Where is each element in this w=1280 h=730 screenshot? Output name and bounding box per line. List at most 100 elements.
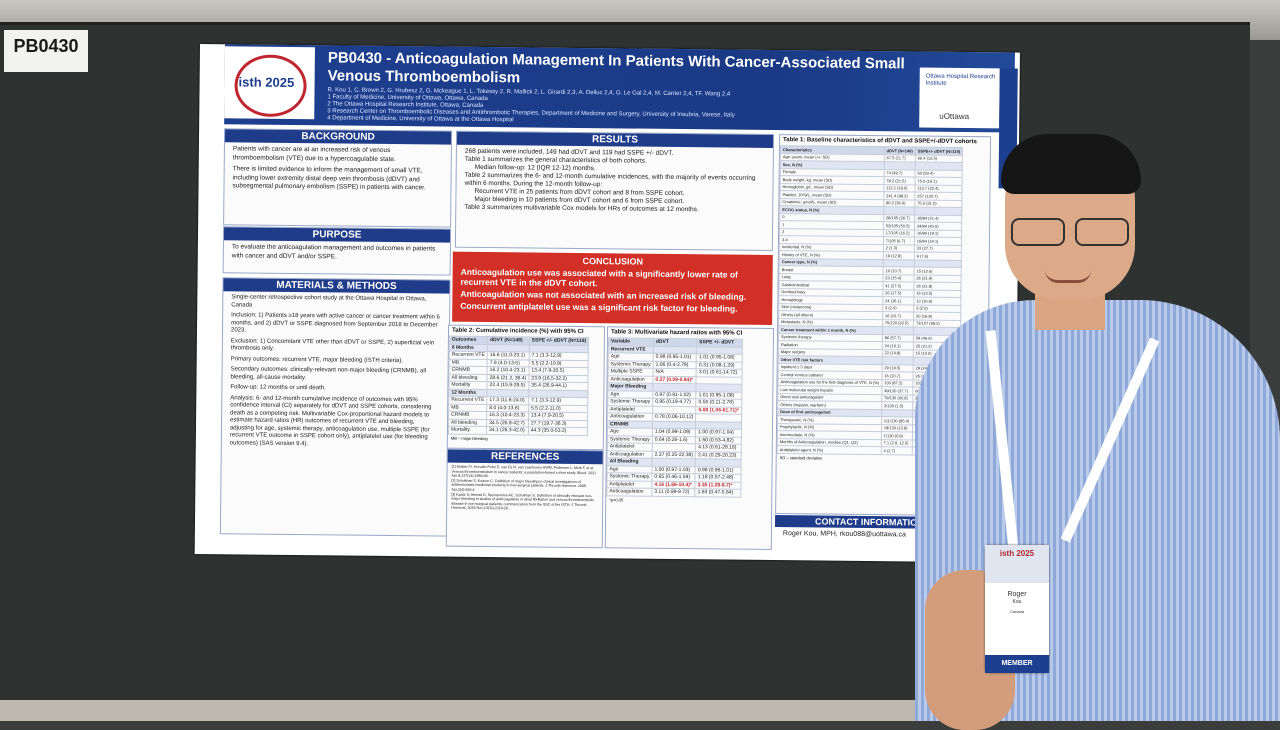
board-id-label: PB0430 (4, 30, 88, 72)
table-cell: Anticoagulation (606, 487, 652, 496)
methods-item: Single-center retrospective cohort study… (231, 294, 427, 309)
table-cell: 0.95 (0.19-4.77) (652, 398, 697, 407)
table-cell: 4.16 (1.66-10.4)* (651, 480, 696, 489)
table-cell: 1.01 (0.95-1.08) (696, 391, 742, 400)
table-cell: 0.97 (0.91-1.02) (652, 390, 697, 399)
name-badge: isth 2025 Roger Kou Canada MEMBER (985, 545, 1049, 673)
background-item: There is limited evidence to inform the … (232, 165, 426, 192)
table-cell: Antiplatelet (606, 480, 652, 489)
table-cell: 1.00 (0.97-1.03) (651, 465, 696, 474)
methods-item: Inclusion: 1) Patients ≥18 years with ac… (230, 312, 440, 334)
table-cell: Anticoagulation (607, 450, 653, 459)
conclusion-item: Anticoagulation use was associated with … (460, 266, 738, 289)
table-cell: Systemic Therapy (608, 360, 654, 369)
table-cell: 1.04 (0.99-1.09) (652, 428, 696, 437)
glasses-icon (1007, 218, 1137, 246)
logo-text: isth 2025 (238, 74, 295, 90)
table-cell: 16.3 (10.4-23.3) (486, 411, 529, 420)
table-cell: 1.01 (0.95-1.08) (696, 353, 742, 362)
purpose-text: To evaluate the anticoagulation manageme… (231, 243, 436, 260)
table3-title: Table 3: Multivariate hazard ratios with… (610, 329, 743, 337)
methods-section: MATERIALS & METHODS Single-center retros… (219, 277, 451, 537)
table-cell: 16.6 (11.0-23.1) (487, 351, 530, 360)
table-cell: 0.64 (0.26-1.6) (652, 435, 696, 444)
table-cell: 34.1 (26.3-42.0) (486, 426, 529, 435)
table-cell: 0.78 (0.06-10.12) (652, 413, 696, 422)
methods-item: Primary outcomes: recurrent VTE, major b… (230, 355, 404, 364)
conclusion-heading: CONCLUSION (582, 256, 644, 267)
table-cell: All bleeding (448, 373, 488, 382)
table-cell: Anticoagulation (607, 375, 653, 384)
table-cell: Recurrent VTE (608, 345, 654, 354)
table-cell: 5.08 (1.06-61.71)* (695, 406, 742, 415)
table-cell: 1.60 (0.53-4.82) (695, 436, 742, 445)
table-cell: 12 Months (448, 388, 487, 397)
table-cell: CRNMB (448, 411, 487, 420)
table-header-cell: dDVT (N=149) (487, 336, 530, 345)
table-cell: Mortality (448, 381, 488, 390)
presenter-hair (1001, 134, 1141, 194)
table-cell: All Bleeding (607, 457, 653, 466)
table-cell: 1.06 (0.4-2.79) (653, 360, 697, 369)
table2: Outcomes dDVT (N=149) SSPE +/- dDVT (N=119… (448, 336, 589, 436)
table-cell: 7.9 (4.0-13.5) (487, 359, 529, 367)
badge-country: Canada (1009, 609, 1024, 614)
table-cell: CRNMB (449, 366, 488, 375)
methods-item: Follow-up: 12 months or until death. (230, 384, 326, 392)
table-cell: Recurrent VTE (449, 351, 488, 360)
table-row: Anticoagulation 3.11 (0.99-9.72) 1.63 (0.4… (606, 487, 741, 497)
table-cell: 2.37 (0.25-22.38) (652, 450, 696, 459)
table-cell: Antiplatelet agent, N (%) (777, 445, 882, 455)
table-cell: Systemic Therapy (606, 472, 652, 481)
table2-footnote: MB – major bleeding (450, 435, 488, 441)
table-cell: 28.6 (21.2, 36.4) (487, 374, 529, 382)
table-cell: 34.5 (26.8-42.7) (486, 419, 529, 427)
table-cell: 1.18 (0.57-2.48) (695, 473, 741, 482)
reference-item: [3] Kaatz S, Ahmad D, Spyropoulos AC, Sc… (451, 492, 595, 511)
reference-item: [1] Mulder FI, Horváth-Puhó E, van Es N,… (451, 464, 597, 479)
table-cell: 0.98 (0.96-1.01) (695, 466, 741, 475)
table-cell: 0.98 (0.95-1.01) (653, 353, 697, 362)
table-cell: Systemic Therapy (607, 435, 653, 444)
background-section: BACKGROUND Patients with cancer are at a… (223, 128, 453, 228)
table-row: Mortality 34.1 (26.3-42.0) 44.3 (35.0-53.2… (448, 426, 588, 436)
results-section: RESULTS 268 patients were included, 149 … (454, 130, 775, 252)
presenter-smile (1045, 270, 1091, 283)
poster-title: PB0430 - Anticoagulation Management In P… (327, 49, 905, 87)
table-cell: 3.35 (1.29-8.7)* (695, 481, 741, 490)
badge-first-name: Roger (1007, 591, 1027, 598)
table-cell: 6 Months (449, 343, 488, 352)
table-header-cell: Outcomes (449, 336, 488, 345)
table2-section: Table 2: Cumulative incidence (%) with 9… (446, 324, 606, 451)
table-cell: 44.3 (35.0-53.2) (528, 426, 588, 436)
table-header-cell: SSPE +/- dDVT (696, 338, 743, 347)
table3: Variable dDVT SSPE +/- dDVT Recurrent VTE Ag… (606, 337, 743, 497)
table-cell: 1.00 (0.97-1.04) (695, 428, 742, 437)
badge-surname: Kou (1012, 599, 1022, 605)
references-section: REFERENCES [1] Mulder FI, Horváth-Puhó E… (445, 448, 604, 549)
table3-section: Table 3: Multivariate hazard ratios with… (604, 326, 775, 551)
table-cell: 2.41 (0.29-20.23) (695, 451, 741, 460)
table-cell: 0.31 (0.08-1.29) (696, 361, 742, 370)
poster-authors: R. Kou 1, C. Brown 2, G. Hrubesz 2, G. M… (327, 87, 927, 128)
lens-left (1011, 218, 1065, 246)
conclusion-section: CONCLUSION Anticoagulation use was assoc… (452, 251, 773, 326)
methods-item: Analysis: 6- and 12-month cumulative inc… (229, 394, 432, 447)
methods-item: Exclusion: 1) Concomitant VTE other than… (230, 337, 435, 352)
table-cell: All bleeding (448, 418, 487, 427)
conclusion-item: Concurrent antiplatelet use was a signif… (460, 300, 738, 314)
table-cell: 0.27 (0.09-0.84)* (652, 375, 697, 384)
table-cell: Major Bleeding (607, 382, 653, 391)
table-cell: 1.63 (0.47-5.64) (695, 488, 741, 497)
table-cell: Antiplatelet (607, 442, 653, 451)
table-cell: Antiplatelet (607, 405, 653, 414)
lens-right (1075, 218, 1129, 246)
presenter: isth 2025 Roger Kou Canada MEMBER (915, 130, 1280, 730)
table-cell: Multiple SSPE (608, 367, 654, 376)
methods-item: Secondary outcomes: clinically-relevant … (230, 366, 427, 381)
table-cell: 17.3 (11.6-24.0) (486, 396, 529, 405)
institution-logos: Ottawa Hospital Research Institute uOtta… (919, 67, 1000, 129)
reference-item: [2] Schulman S, Kearon C. Definition of … (451, 478, 586, 492)
badge-event: isth 2025 (985, 545, 1049, 583)
table3-footnote: *p<0.05 (609, 496, 624, 502)
